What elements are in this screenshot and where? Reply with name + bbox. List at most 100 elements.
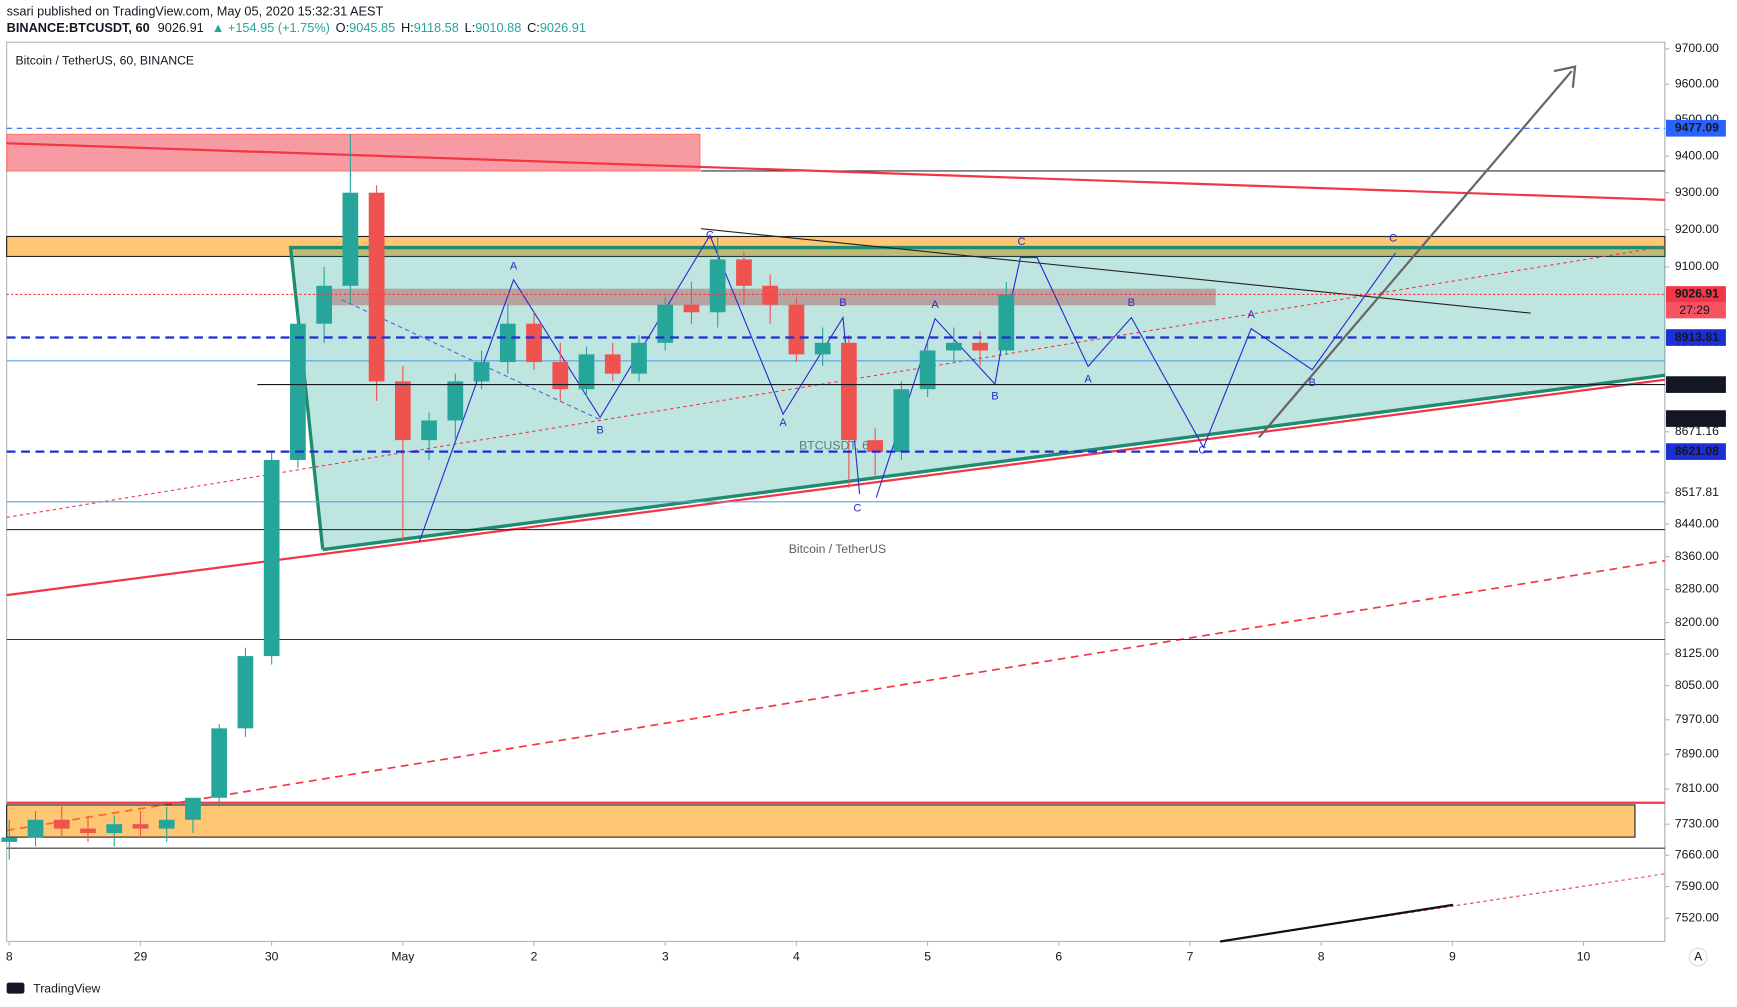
watermark-symbol: BTCUSDT, 60 bbox=[799, 439, 876, 453]
x-tick-label: 7 bbox=[1187, 949, 1194, 963]
trend-line bbox=[6, 142, 1665, 201]
y-tick-label: 8517.81 bbox=[1675, 485, 1719, 499]
chart-legend: Bitcoin / TetherUS, 60, BINANCE bbox=[16, 53, 195, 67]
candle-body bbox=[1, 837, 18, 842]
wave-label: B bbox=[596, 425, 603, 437]
candle-body bbox=[290, 323, 306, 460]
wave-label: C bbox=[1389, 233, 1397, 245]
candle-body bbox=[342, 192, 359, 286]
logo bbox=[6, 982, 25, 994]
candle-body bbox=[53, 819, 70, 829]
candle-body bbox=[736, 259, 752, 286]
x-tick-label: May bbox=[391, 949, 415, 963]
wave-label: B bbox=[1308, 377, 1315, 389]
scale-button-label[interactable]: A bbox=[1694, 949, 1703, 963]
candle-body bbox=[841, 342, 857, 441]
symbol: BINANCE:BTCUSDT, 60 bbox=[7, 20, 150, 35]
wave-label: C bbox=[706, 229, 714, 241]
y-tick-label: 9300.00 bbox=[1675, 185, 1719, 199]
price-label: 8158.67 bbox=[1675, 411, 1719, 425]
y-tick-label: 8440.00 bbox=[1675, 516, 1719, 530]
arrow bbox=[1258, 70, 1573, 439]
candle-body bbox=[185, 797, 201, 820]
x-tick-label: 8 bbox=[6, 949, 13, 963]
drawings bbox=[6, 65, 1666, 943]
y-tick-label: 7730.00 bbox=[1675, 816, 1719, 830]
wave-label: A bbox=[1084, 374, 1092, 386]
candles bbox=[1, 134, 1015, 860]
y-tick-label: 9700.00 bbox=[1675, 41, 1719, 55]
ohlc-label: C: bbox=[527, 20, 540, 35]
ohlc-label: H: bbox=[401, 20, 414, 35]
trend-line bbox=[700, 228, 1531, 314]
ohlc-value: 9045.85 bbox=[349, 20, 395, 35]
candle-body bbox=[132, 824, 149, 829]
y-tick-label: 8671.16 bbox=[1675, 424, 1719, 438]
x-tick-label: 29 bbox=[134, 949, 148, 963]
wave-label: C bbox=[1198, 445, 1206, 457]
wave-path bbox=[418, 234, 861, 542]
candle-body bbox=[709, 259, 726, 313]
y-tick-label: 7890.00 bbox=[1675, 746, 1719, 760]
x-tick-label: 30 bbox=[265, 949, 279, 963]
x-tick-label: 10 bbox=[1577, 949, 1591, 963]
last-price: 9026.91 bbox=[158, 20, 204, 35]
y-tick-label: 9100.00 bbox=[1675, 259, 1719, 273]
ohlc-value: 9010.88 bbox=[475, 20, 521, 35]
ohlc-label: L: bbox=[465, 20, 476, 35]
price-label-box bbox=[1666, 410, 1726, 427]
demand-zone bbox=[6, 804, 1636, 838]
y-tick-label: 8280.00 bbox=[1675, 582, 1719, 596]
candle-body bbox=[788, 304, 805, 355]
x-tick-label: 9 bbox=[1449, 949, 1456, 963]
symbol-line: BINANCE:BTCUSDT, 60 9026.91 ▲ +154.95 (+… bbox=[7, 20, 586, 35]
candle-body bbox=[814, 342, 831, 355]
wave-label: A bbox=[510, 260, 518, 272]
triangle-edge bbox=[322, 373, 1666, 552]
x-tick-label: 4 bbox=[793, 949, 800, 963]
y-tick-label: 8360.00 bbox=[1675, 549, 1719, 563]
candle-body bbox=[631, 342, 647, 374]
candle-body bbox=[762, 285, 779, 305]
trend-line bbox=[341, 299, 601, 421]
y-tick-label: 8125.00 bbox=[1675, 646, 1719, 660]
trend-line bbox=[6, 378, 1666, 597]
y-tick-label: 7590.00 bbox=[1675, 879, 1719, 893]
candle-body bbox=[473, 362, 490, 382]
candle-body bbox=[394, 381, 411, 441]
y-tick-label: 7810.00 bbox=[1675, 781, 1719, 795]
x-tick-label: 6 bbox=[1055, 949, 1062, 963]
wave-path bbox=[875, 252, 1396, 498]
candle-body bbox=[499, 323, 516, 363]
price-label: 8791.85 bbox=[1675, 377, 1719, 391]
candle-body bbox=[211, 728, 228, 798]
ohlc-value: 9026.91 bbox=[540, 20, 586, 35]
candle-body bbox=[421, 420, 437, 441]
wave-label: A bbox=[779, 417, 787, 429]
price-label-box bbox=[1666, 119, 1726, 137]
ohlc-label: O: bbox=[336, 20, 349, 35]
resistance-zone bbox=[6, 133, 701, 172]
price-label-box bbox=[1666, 443, 1726, 460]
candle-body bbox=[683, 304, 700, 313]
x-tick-label: 8 bbox=[1318, 949, 1325, 963]
price-label: 8913.81 bbox=[1675, 330, 1719, 344]
candle-body bbox=[867, 440, 884, 453]
candle-body bbox=[552, 362, 569, 390]
countdown: 27:29 bbox=[1679, 303, 1710, 317]
scale-button[interactable] bbox=[1688, 947, 1708, 967]
candle-body bbox=[106, 824, 123, 834]
y-tick-label: 9200.00 bbox=[1675, 222, 1719, 236]
candle-body bbox=[526, 323, 542, 363]
price-label: 8621.08 bbox=[1675, 444, 1719, 458]
price-label-box bbox=[1666, 329, 1726, 346]
watermark-name: Bitcoin / TetherUS bbox=[789, 542, 886, 556]
brand: TradingView bbox=[33, 981, 100, 995]
triangle bbox=[290, 247, 1665, 550]
wave-label: C bbox=[853, 502, 861, 514]
wave-label: C bbox=[1018, 236, 1026, 248]
wave-label: A bbox=[1247, 309, 1255, 321]
candle-body bbox=[578, 354, 595, 390]
